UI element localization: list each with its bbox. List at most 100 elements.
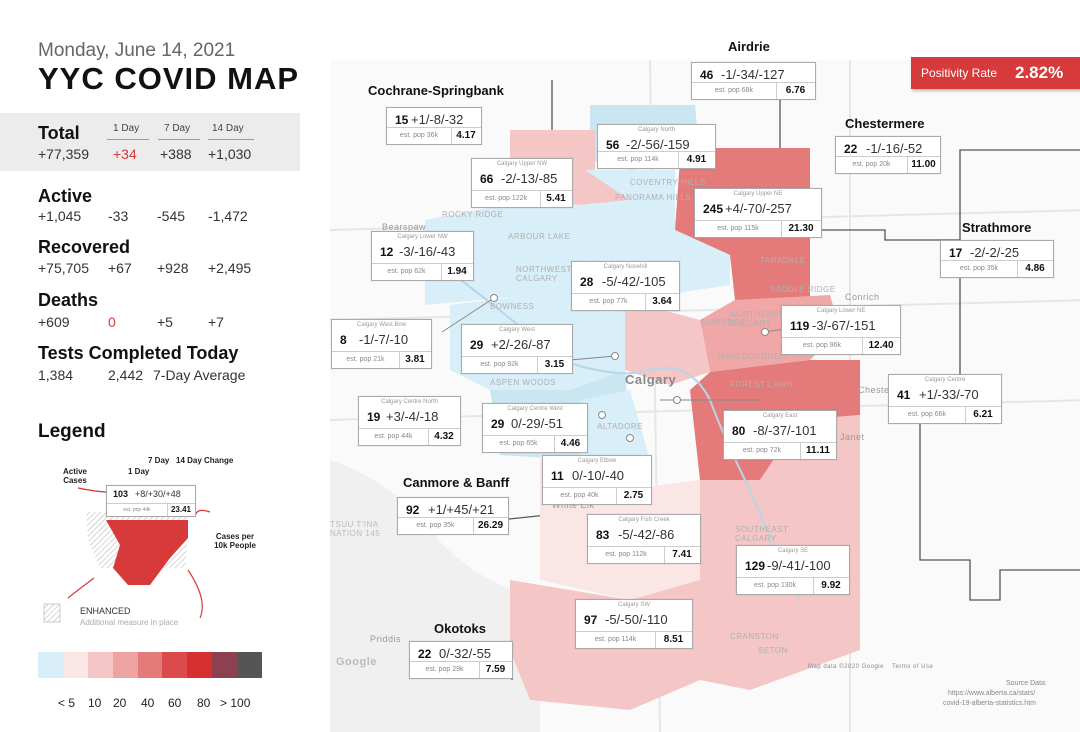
area-change: 0/-32/-55 xyxy=(439,646,492,661)
map-label-rocky: ROCKY RIDGE xyxy=(442,210,504,219)
col-header-14day: 14 Day xyxy=(212,123,244,134)
area-box: Calgary West 29 +2/-26/-87 est. pop 92k 3.15 xyxy=(461,324,573,374)
area-rate: 3.81 xyxy=(399,351,431,368)
map-label-bearspaw: Bearspaw xyxy=(382,222,427,232)
area-box: Calgary SE 129 -9/-41/-100 est. pop 130k 9.9… xyxy=(736,545,850,595)
area-active: 12 xyxy=(380,245,394,259)
town-airdrie: Airdrie xyxy=(728,39,770,54)
legend-arrow-cases xyxy=(195,509,211,515)
area-rate: 21.30 xyxy=(781,220,821,237)
area-name: Calgary West Bow xyxy=(356,322,407,328)
scale-swatch xyxy=(62,652,88,678)
area-pop: est. pop 77k xyxy=(572,293,646,310)
positivity-label: Positivity Rate xyxy=(921,66,998,80)
total-1day: +34 xyxy=(113,146,137,162)
town-chestermere: Chestermere xyxy=(845,116,925,131)
area-change: +1/+45/+21 xyxy=(428,502,495,517)
color-scale xyxy=(38,652,263,678)
map-label-seton: SETON xyxy=(758,646,788,655)
area-change: +1/-8/-32 xyxy=(411,112,464,127)
area-active: 15 xyxy=(395,113,409,127)
area-rate: 4.46 xyxy=(554,435,587,452)
map-dot xyxy=(626,434,634,442)
area-change: -8/-37/-101 xyxy=(753,423,817,438)
area-name: Calgary Centre West xyxy=(507,406,563,412)
area-change: -3/-67/-151 xyxy=(812,318,876,333)
map-label-taradale: TARADALE xyxy=(760,256,806,265)
scale-swatch xyxy=(237,652,263,678)
area-pop: est. pop 96k xyxy=(782,337,863,354)
area-rate: 11.00 xyxy=(907,156,940,173)
map-dot xyxy=(673,396,681,404)
area-rate: 8.51 xyxy=(655,631,692,648)
deaths-label: Deaths xyxy=(38,290,99,310)
area-change: -2/-13/-85 xyxy=(501,171,558,186)
area-pop: est. pop 112k xyxy=(588,546,665,563)
area-box: Calgary North 56 -2/-56/-159 est. pop 114k 4… xyxy=(597,124,716,169)
area-box: Calgary Fish Creek 83 -5/-42/-86 est. pop 1… xyxy=(587,514,701,564)
area-pop: est. pop 62k xyxy=(372,263,442,280)
area-box: 92 +1/+45/+21 est. pop 35k 26.29 xyxy=(397,497,509,535)
area-pop: est. pop 29k xyxy=(410,661,480,678)
map-label-altadore: ALTADORE xyxy=(597,422,643,431)
area-rate: 6.21 xyxy=(965,406,1001,423)
area-change: -2/-2/-25 xyxy=(970,245,1020,260)
map-label-conrich: Conrich xyxy=(845,292,880,302)
legend-sample-box: 103 +8/+30/+48 est. pop 44k 23.41 xyxy=(106,485,196,517)
area-rate: 4.86 xyxy=(1017,260,1053,277)
area-rate: 3.15 xyxy=(537,356,572,373)
positivity-value: 2.82% xyxy=(1015,63,1064,82)
area-pop: est. pop 20k xyxy=(836,156,908,173)
map-dot xyxy=(761,328,769,336)
area-box: Calgary Upper NE 245 +4/-70/-257 est. pop 1… xyxy=(694,188,822,238)
col-header-7day: 7 Day xyxy=(164,123,191,134)
legend-region xyxy=(106,520,188,585)
map-label-panorama: PANORAMA HILLS xyxy=(615,193,692,202)
map-label-terms: Terms of Use xyxy=(892,664,934,670)
source-title: Source Data: xyxy=(1006,680,1047,687)
map-dot xyxy=(611,352,619,360)
area-active: 8 xyxy=(340,333,347,347)
legend-diagram: 7 Day 14 Day Change 1 Day Active Cases 1… xyxy=(38,450,268,640)
town-cochrane: Cochrane-Springbank xyxy=(368,83,504,98)
area-name: Calgary Fish Creek xyxy=(618,517,670,523)
area-box: Calgary Lower NW 12 -3/-16/-43 est. pop 62k… xyxy=(371,231,474,281)
total-highlight xyxy=(0,113,300,171)
area-pop: est. pop 36k xyxy=(387,127,452,144)
area-pop: est. pop 66k xyxy=(889,406,966,423)
area-pop: est. pop 35k xyxy=(398,517,474,534)
active-1day: -33 xyxy=(108,208,129,224)
map-label-janet: Janet xyxy=(840,432,865,442)
area-name: Calgary West xyxy=(499,327,535,333)
area-active: 245 xyxy=(703,202,724,216)
scale-label: 10 xyxy=(88,696,102,710)
area-change: -9/-41/-100 xyxy=(767,558,831,573)
tests-avg-label: 7-Day Average xyxy=(153,367,246,383)
area-box: Calgary Centre 41 +1/-33/-70 est. pop 66k 6.… xyxy=(888,374,1002,424)
area-active: 28 xyxy=(580,275,594,289)
col-header-1day: 1 Day xyxy=(113,123,140,134)
recovered-7day: +928 xyxy=(157,260,189,276)
map-label-northwest: NORTHWEST CALGARY xyxy=(516,265,572,283)
map-label-forest: FOREST LAWN xyxy=(730,380,793,389)
area-active: 29 xyxy=(470,338,484,352)
area-active: 46 xyxy=(700,68,714,82)
map-label-cranston: CRANSTON xyxy=(730,632,779,641)
legend-enhanced-swatch xyxy=(43,603,61,623)
area-active: 22 xyxy=(844,142,858,156)
legend-sample-rate: 23.41 xyxy=(167,503,195,516)
deaths-value: +609 xyxy=(38,314,70,330)
area-change: -3/-16/-43 xyxy=(399,244,456,259)
scale-swatch xyxy=(137,652,163,678)
scale-label: > 100 xyxy=(220,696,251,710)
legend-enhanced-desc: Additional measure in place xyxy=(80,618,179,627)
area-name: Calgary Upper NE xyxy=(733,191,783,197)
area-pop: est. pop 72k xyxy=(724,442,801,459)
map-label-coventry: COVENTRY HILLS xyxy=(630,178,706,187)
area-change: +2/-26/-87 xyxy=(491,337,551,352)
area-pop: est. pop 35k xyxy=(941,260,1018,277)
area-active: 17 xyxy=(949,246,963,260)
map-label-sunridge: SUNRIDGE xyxy=(700,318,747,327)
area-box: 22 -1/-16/-52 est. pop 20k 11.00 xyxy=(835,136,941,174)
area-rate: 9.92 xyxy=(813,577,849,594)
